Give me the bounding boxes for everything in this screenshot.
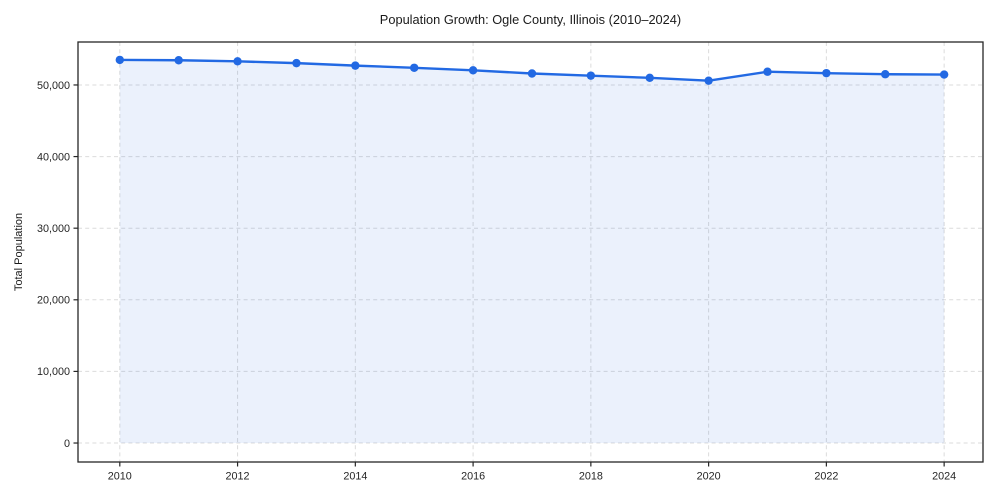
y-tick-label: 50,000 bbox=[37, 80, 70, 92]
y-tick-label: 10,000 bbox=[37, 366, 70, 378]
data-point bbox=[351, 61, 360, 70]
area-fill bbox=[119, 59, 945, 444]
x-tick-label: 2022 bbox=[814, 471, 838, 483]
y-tick-label: 40,000 bbox=[37, 151, 70, 163]
x-tick-label: 2024 bbox=[932, 471, 956, 483]
data-point bbox=[292, 58, 301, 68]
data-point bbox=[763, 67, 772, 76]
data-point bbox=[115, 55, 125, 65]
data-point bbox=[410, 63, 419, 72]
x-tick-label: 2016 bbox=[461, 471, 485, 483]
data-point bbox=[586, 71, 596, 80]
data-point bbox=[822, 68, 831, 78]
data-point bbox=[233, 57, 242, 66]
y-tick-label: 30,000 bbox=[37, 223, 70, 235]
data-point bbox=[645, 73, 654, 83]
data-point bbox=[704, 76, 713, 85]
x-tick-label: 2010 bbox=[108, 471, 132, 483]
chart-title: Population Growth: Ogle County, Illinois… bbox=[379, 12, 682, 27]
x-tick-label: 2018 bbox=[579, 471, 603, 483]
data-point bbox=[881, 70, 890, 79]
x-tick-label: 2012 bbox=[226, 471, 250, 483]
y-tick-label: 0 bbox=[64, 438, 70, 450]
data-point bbox=[174, 56, 183, 65]
plot-border bbox=[77, 41, 984, 463]
x-tick-label: 2014 bbox=[343, 471, 367, 483]
data-point bbox=[468, 66, 478, 75]
data-point bbox=[939, 70, 949, 79]
data-point bbox=[527, 69, 537, 78]
y-tick-label: 20,000 bbox=[37, 295, 70, 307]
x-tick-label: 2020 bbox=[697, 471, 721, 483]
